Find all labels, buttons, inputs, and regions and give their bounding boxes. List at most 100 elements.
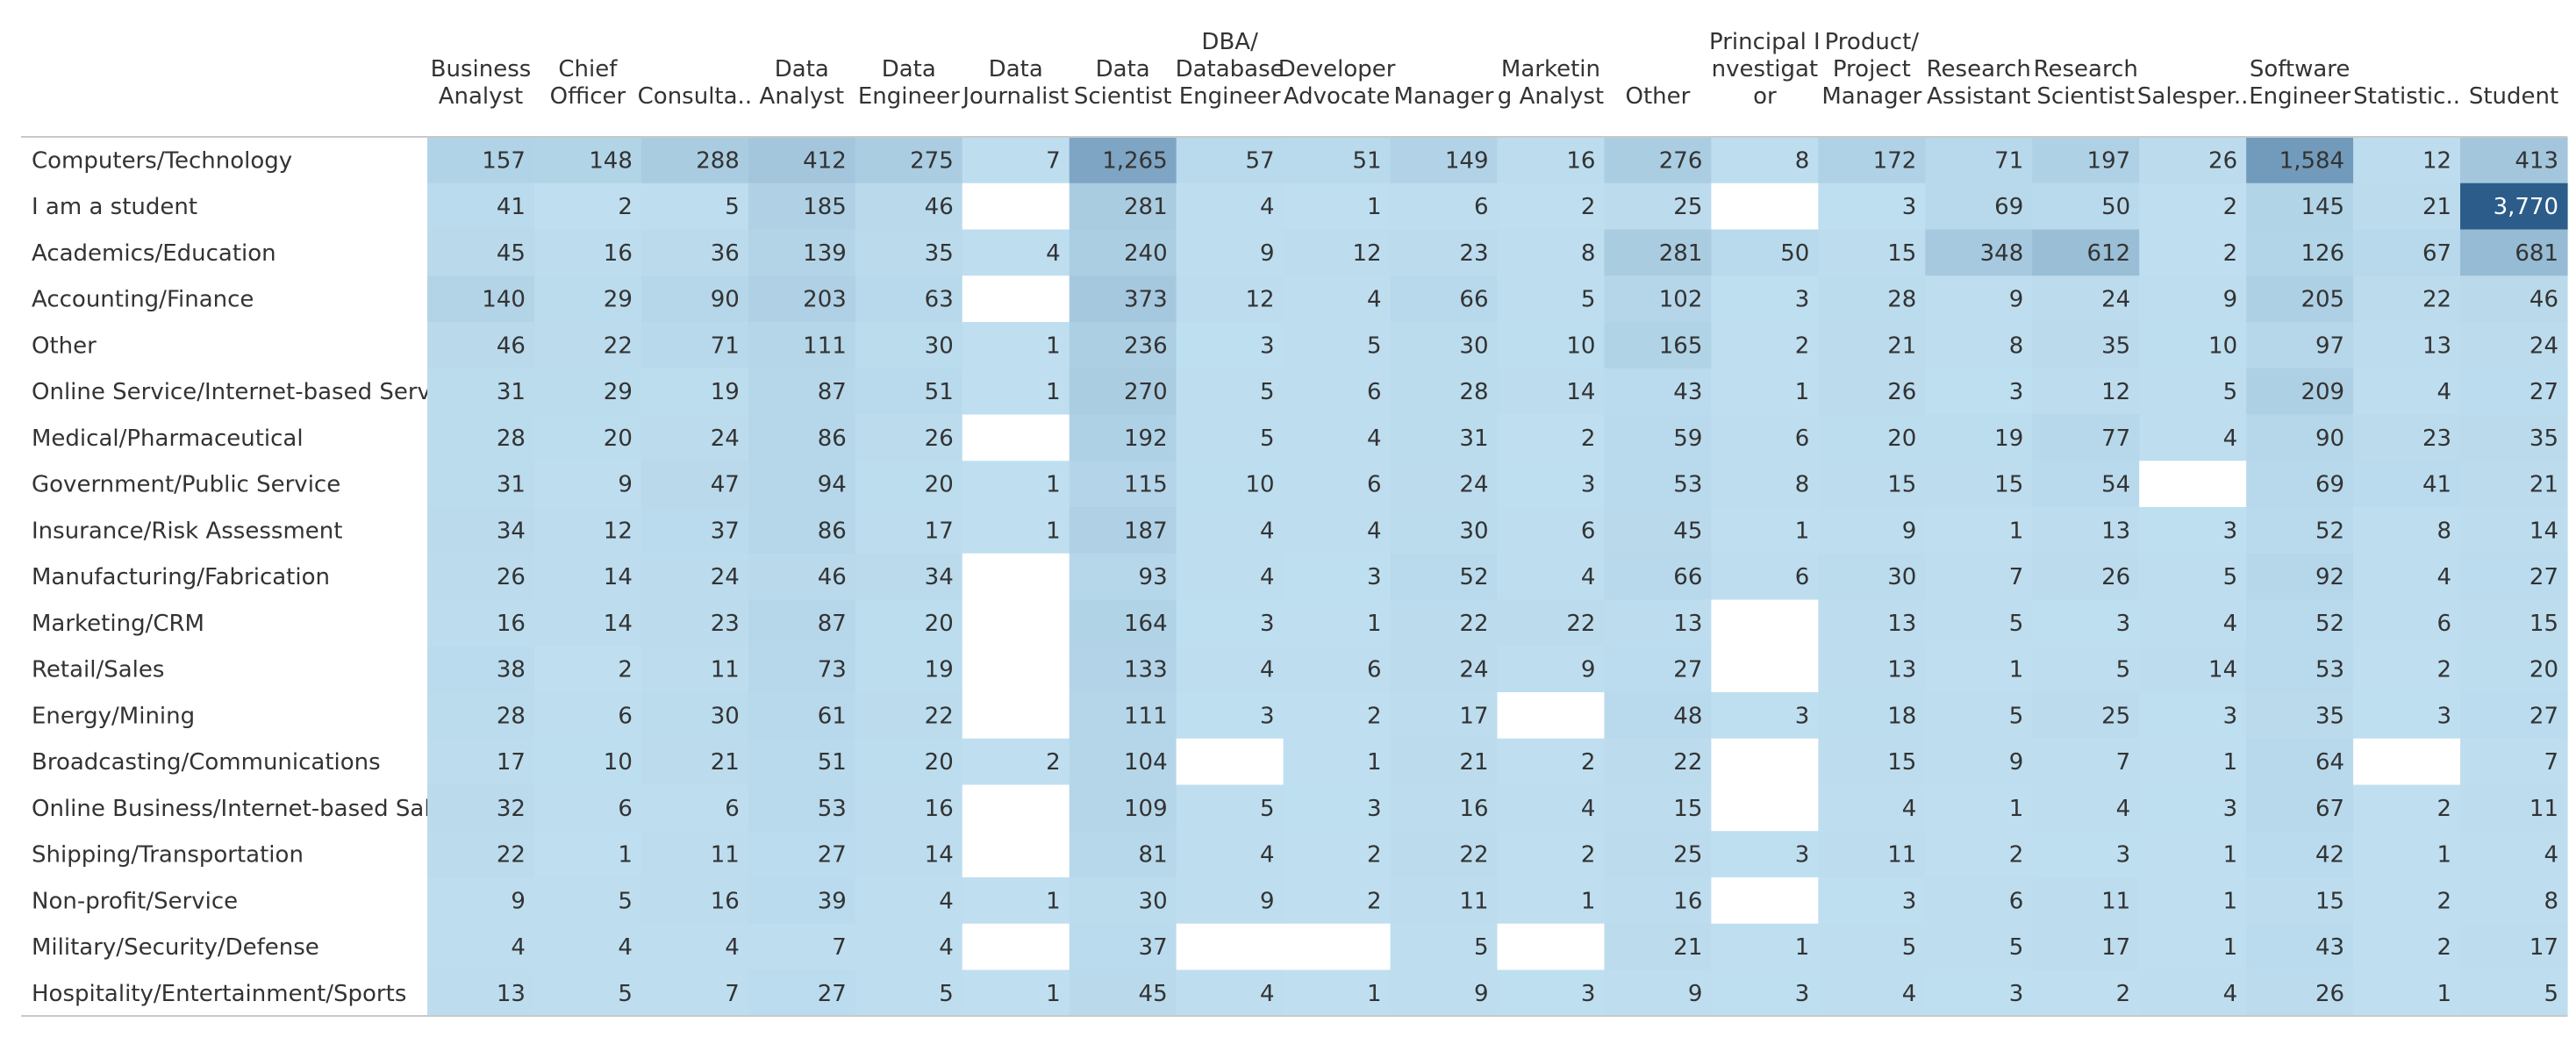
heatmap-cell (640, 368, 749, 416)
heatmap-cell (1818, 553, 1926, 601)
heatmap-cell (427, 877, 535, 925)
heatmap-cell (1818, 322, 1926, 369)
heatmap-cell (2460, 738, 2568, 786)
cell-value-label: 50 (2101, 194, 2130, 220)
heatmap-cell (1925, 368, 2033, 416)
heatmap-cell (1925, 599, 2033, 647)
heatmap-cell (533, 275, 642, 323)
heatmap-cell (2460, 182, 2568, 231)
cell-value-label: 3 (2437, 703, 2452, 729)
heatmap-cell (427, 507, 535, 554)
heatmap-cell (427, 646, 535, 693)
cell-value-label: 21 (2422, 194, 2451, 220)
cell-value-label: 26 (497, 564, 526, 590)
cell-value-label: 1 (2437, 981, 2452, 1007)
heatmap-cell (1176, 923, 1284, 971)
heatmap-cell (2246, 414, 2354, 461)
heatmap-cell (2460, 923, 2568, 971)
heatmap-cell (855, 461, 963, 508)
heatmap-cell (1176, 877, 1284, 925)
cell-value-label: 50 (1780, 240, 1809, 267)
heatmap-cell (962, 461, 1070, 508)
heatmap-cell (1390, 877, 1499, 925)
cell-value-label: 8 (1581, 240, 1596, 267)
column-header: Student (2469, 83, 2558, 110)
heatmap-cell (1390, 414, 1499, 461)
heatmap-cells (427, 137, 2568, 1017)
cell-value-label: 15 (2529, 611, 2558, 637)
heatmap-cell (855, 414, 963, 461)
cell-value-label: 48 (1673, 703, 1702, 729)
heatmap-cell (748, 322, 856, 369)
heatmap-cell (1176, 137, 1284, 184)
heatmap-cell (1390, 831, 1499, 878)
cell-value-label: 20 (925, 472, 954, 498)
cell-value-label: 2 (2009, 842, 2024, 869)
cell-value-label: 3 (1260, 611, 1275, 637)
heatmap-cell (640, 969, 749, 1017)
heatmap-cell (533, 831, 642, 878)
heatmap-cell (748, 692, 856, 740)
cell-value-label: 197 (2087, 147, 2131, 174)
heatmap-cell (1390, 599, 1499, 647)
cell-value-label: 1 (1795, 934, 1810, 961)
cell-value-label: 3 (2223, 703, 2238, 729)
cell-value-label: 4 (2116, 796, 2131, 822)
column-header: Other (1626, 83, 1691, 110)
cell-value-label: 14 (604, 564, 633, 590)
cell-value-label: 21 (2529, 472, 2558, 498)
heatmap-cell (1283, 229, 1392, 276)
cell-value-label: 4 (1046, 240, 1061, 267)
heatmap-cell (1390, 461, 1499, 508)
cell-value-label: 2 (618, 657, 633, 683)
cell-value-label: 24 (2101, 287, 2130, 313)
cell-value-label: 3 (1795, 842, 1810, 869)
heatmap-cell (1283, 507, 1392, 554)
cell-value-label: 5 (2009, 611, 2024, 637)
cell-value-label: 30 (925, 333, 954, 359)
cell-value-label: 73 (818, 657, 847, 683)
cell-value-label: 4 (2437, 379, 2452, 405)
cell-value-label: 54 (2101, 472, 2130, 498)
cell-value-label: 126 (2301, 240, 2344, 267)
cell-value-label: 4 (2544, 842, 2558, 869)
row-label: Online Service/Internet-based Services (32, 379, 476, 405)
heatmap-cell (2246, 182, 2354, 231)
cell-value-label: 4 (1260, 518, 1275, 544)
cell-value-label: 18 (1887, 703, 1916, 729)
cell-value-label: 53 (1673, 472, 1702, 498)
cell-value-label: 4 (1902, 981, 1917, 1007)
cell-value-label: 37 (711, 518, 740, 544)
heatmap-cell (2353, 229, 2461, 276)
heatmap-cell (2353, 461, 2461, 508)
cell-value-label: 32 (497, 796, 526, 822)
cell-value-label: 21 (1673, 934, 1702, 961)
cell-value-label: 47 (711, 472, 740, 498)
cell-value-label: 19 (1994, 426, 2023, 452)
cell-value-label: 2 (2223, 240, 2238, 267)
heatmap-cell (533, 137, 642, 184)
cell-value-label: 57 (1246, 147, 1275, 174)
cell-value-label: 20 (925, 749, 954, 776)
cell-value-label: 1 (1367, 194, 1382, 220)
heatmap-cell (1497, 414, 1606, 461)
heatmap-cell (1604, 507, 1712, 554)
heatmap-cell (2032, 923, 2140, 971)
heatmap-cell (533, 229, 642, 276)
cell-value-label: 11 (711, 657, 740, 683)
heatmap-cell (2246, 229, 2354, 276)
cell-value-label: 2 (1795, 333, 1810, 359)
heatmap-cell (1069, 275, 1177, 323)
heatmap-cell (1497, 137, 1606, 184)
cell-value-label: 1 (1367, 611, 1382, 637)
heatmap-cell (1604, 599, 1712, 647)
cell-value-label: 10 (604, 749, 633, 776)
cell-value-label: 22 (604, 333, 633, 359)
heatmap-cell (2139, 137, 2247, 184)
heatmap-cell (855, 229, 963, 276)
cell-value-label: 10 (2208, 333, 2237, 359)
heatmap-cell (533, 969, 642, 1017)
heatmap-cell (1604, 368, 1712, 416)
column-header: Research Assistant (1927, 56, 2031, 110)
heatmap-cell (748, 923, 856, 971)
